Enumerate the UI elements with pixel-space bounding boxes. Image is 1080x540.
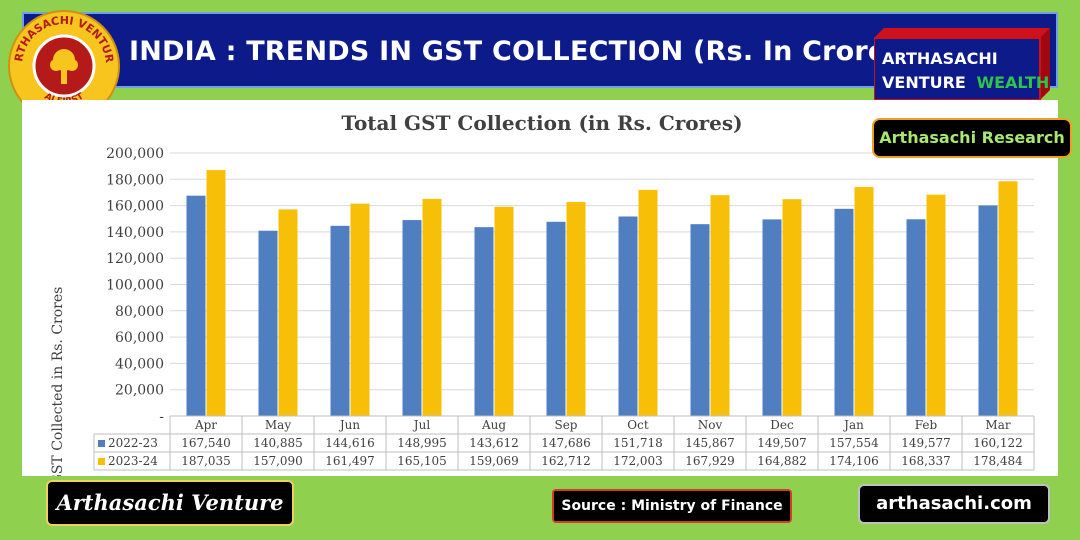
data-label: 143,612 [469,436,519,450]
y-tick-label: 200,000 [106,146,164,162]
x-tick-label: May [265,418,291,432]
data-label: 149,577 [901,436,951,450]
gst-bar-chart: Total GST Collection (in Rs. Crores) GST… [50,111,1035,485]
y-tick-label: 100,000 [106,278,164,294]
y-tick-label: 160,000 [106,199,164,215]
x-tick-label: Feb [915,418,938,432]
venture-badge: Arthasachi Venture [46,480,294,526]
x-tick-label: Jan [842,418,864,432]
data-label: 159,069 [469,454,519,468]
x-tick-label: Mar [985,418,1010,432]
source-badge: Source : Ministry of Finance [552,489,792,523]
bar-2022-23 [690,224,710,416]
x-tick-label: Dec [770,418,794,432]
data-label: 167,540 [181,436,231,450]
data-label: 140,885 [253,436,303,450]
bar-2023-24 [278,209,298,416]
data-label: 167,929 [685,454,735,468]
data-label: 145,867 [685,436,735,450]
data-label: 165,105 [397,454,447,468]
chart-title: Total GST Collection (in Rs. Crores) [341,111,742,135]
bar-2023-24 [206,170,226,416]
y-tick-label: 180,000 [106,172,164,188]
bar-2022-23 [330,225,350,416]
data-label: 168,337 [901,454,951,468]
bar-2023-24 [494,206,514,416]
bar-2022-23 [258,230,278,416]
bar-2022-23 [546,221,566,416]
data-label: 144,616 [325,436,375,450]
brand-line1: ARTHASACHI [882,49,998,68]
data-label: 162,712 [541,454,591,468]
bar-2022-23 [906,219,926,416]
bar-2022-23 [978,205,998,416]
data-label: 164,882 [757,454,807,468]
bar-2022-23 [618,216,638,416]
y-tick-label: 20,000 [115,383,164,399]
data-label: 149,507 [757,436,807,450]
bar-2023-24 [926,194,946,416]
bar-2023-24 [350,203,370,416]
chart-panel: Total GST Collection (in Rs. Crores) GST… [22,100,1058,485]
x-tick-label: Apr [194,418,217,432]
data-label: 178,484 [973,454,1023,468]
x-tick-label: Jun [338,418,361,432]
x-tick-label: Oct [627,418,649,432]
x-tick-label: Nov [698,418,723,432]
bar-2023-24 [998,181,1018,416]
brand-line2b: WEALTH [976,73,1049,92]
y-tick-label: 40,000 [115,356,164,372]
data-label: 151,718 [613,436,663,450]
legend-label: 2022-23 [108,436,158,450]
legend-label: 2023-24 [108,454,158,468]
bar-2023-24 [566,202,586,416]
bar-2023-24 [782,199,802,416]
y-axis-label: GST Collected in Rs. Crores [50,287,66,476]
brand-box: ARTHASACHI VENTURE WEALTH [874,28,1050,100]
website-link[interactable]: arthasachi.com [858,484,1050,524]
svg-text:VENTURE WEALTH: VENTURE WEALTH [882,73,1049,92]
y-tick-label: - [159,409,164,425]
bar-2022-23 [834,208,854,416]
bar-2022-23 [474,227,494,416]
data-label: 172,003 [613,454,663,468]
bar-2023-24 [638,189,658,416]
data-label: 157,554 [829,436,879,450]
data-label: 160,122 [973,436,1023,450]
research-badge: Arthasachi Research [872,118,1072,158]
data-label: 161,497 [325,454,375,468]
data-label: 174,106 [829,454,879,468]
y-tick-label: 60,000 [115,330,164,346]
data-label: 148,995 [397,436,447,450]
banner-title: INDIA : TRENDS IN GST COLLECTION (Rs. In… [129,36,899,67]
bar-2022-23 [762,219,782,416]
tree-icon [50,49,78,84]
bar-2023-24 [710,195,730,416]
y-tick-label: 140,000 [106,225,164,241]
legend-swatch-2022-23 [98,440,105,447]
bar-2022-23 [402,220,422,416]
x-tick-label: Jul [412,418,431,432]
bar-2022-23 [186,195,206,416]
x-tick-label: Sep [554,418,577,432]
y-tick-label: 120,000 [106,251,164,267]
data-label: 187,035 [181,454,231,468]
legend-swatch-2023-24 [98,458,105,465]
bar-2023-24 [422,198,442,416]
data-label: 157,090 [253,454,303,468]
y-tick-label: 80,000 [115,304,164,320]
data-label: 147,686 [541,436,591,450]
bar-2023-24 [854,187,874,416]
brand-line2a: VENTURE [882,73,966,92]
x-tick-label: Aug [481,418,506,432]
